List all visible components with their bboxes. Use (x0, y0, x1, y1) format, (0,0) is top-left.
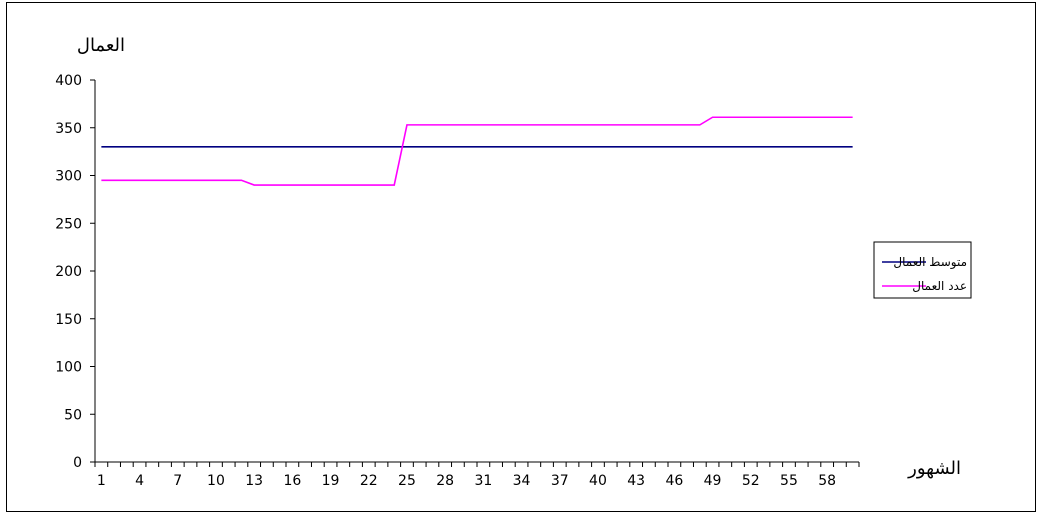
x-tick-label: 46 (665, 473, 683, 489)
x-axis-title: الشهور (907, 458, 961, 479)
x-tick-label: 13 (245, 473, 263, 489)
legend: متوسط العمال عدد العمال (873, 241, 972, 299)
series-line-2 (101, 116, 853, 186)
x-tick-label: 55 (780, 473, 798, 489)
x-tick-label: 1 (97, 473, 106, 489)
x-tick-label: 49 (704, 473, 722, 489)
x-tick-labels: 1 4 7 10 13 16 19 22 25 28 31 34 37 40 43 46 49 52 55 58 (97, 473, 836, 489)
line-chart: 0 50 100 150 200 250 300 350 400 1 4 7 10 13 16 19 22 25… (55, 35, 972, 489)
x-tick-label: 7 (173, 473, 182, 489)
x-tick-label: 25 (398, 473, 416, 489)
x-tick-label: 4 (135, 473, 144, 489)
x-tick-label: 16 (283, 473, 301, 489)
x-tick-label: 31 (474, 473, 492, 489)
y-tick-label: 300 (55, 169, 82, 185)
y-tick-labels: 0 50 100 150 200 250 300 350 400 (55, 73, 82, 471)
x-tick-label: 34 (513, 473, 531, 489)
y-tick-label: 100 (55, 360, 82, 376)
x-tick-label: 22 (360, 473, 378, 489)
y-tick-label: 200 (55, 264, 82, 280)
y-axis-title: العمال (77, 35, 125, 56)
x-tick-label: 52 (742, 473, 760, 489)
x-tick-label: 19 (322, 473, 340, 489)
x-tick-label: 43 (627, 473, 645, 489)
x-tick-label: 37 (551, 473, 569, 489)
x-tick-label: 40 (589, 473, 607, 489)
series-lines (101, 116, 853, 186)
legend-box (873, 241, 972, 299)
legend-label-series-1: متوسط العمال (893, 255, 967, 270)
x-tick-label: 10 (207, 473, 225, 489)
chart-frame: 0 50 100 150 200 250 300 350 400 1 4 7 10 13 16 19 22 25… (6, 2, 1036, 512)
y-tick-label: 250 (55, 216, 82, 232)
y-tick-label: 350 (55, 121, 82, 137)
y-tick-label: 50 (64, 407, 82, 423)
y-tick-label: 0 (73, 455, 82, 471)
x-tick-label: 58 (818, 473, 836, 489)
axes (90, 79, 860, 467)
x-tick-label: 28 (436, 473, 454, 489)
y-tick-label: 400 (55, 73, 82, 89)
legend-label-series-2: عدد العمال (912, 279, 967, 293)
y-tick-label: 150 (55, 312, 82, 328)
